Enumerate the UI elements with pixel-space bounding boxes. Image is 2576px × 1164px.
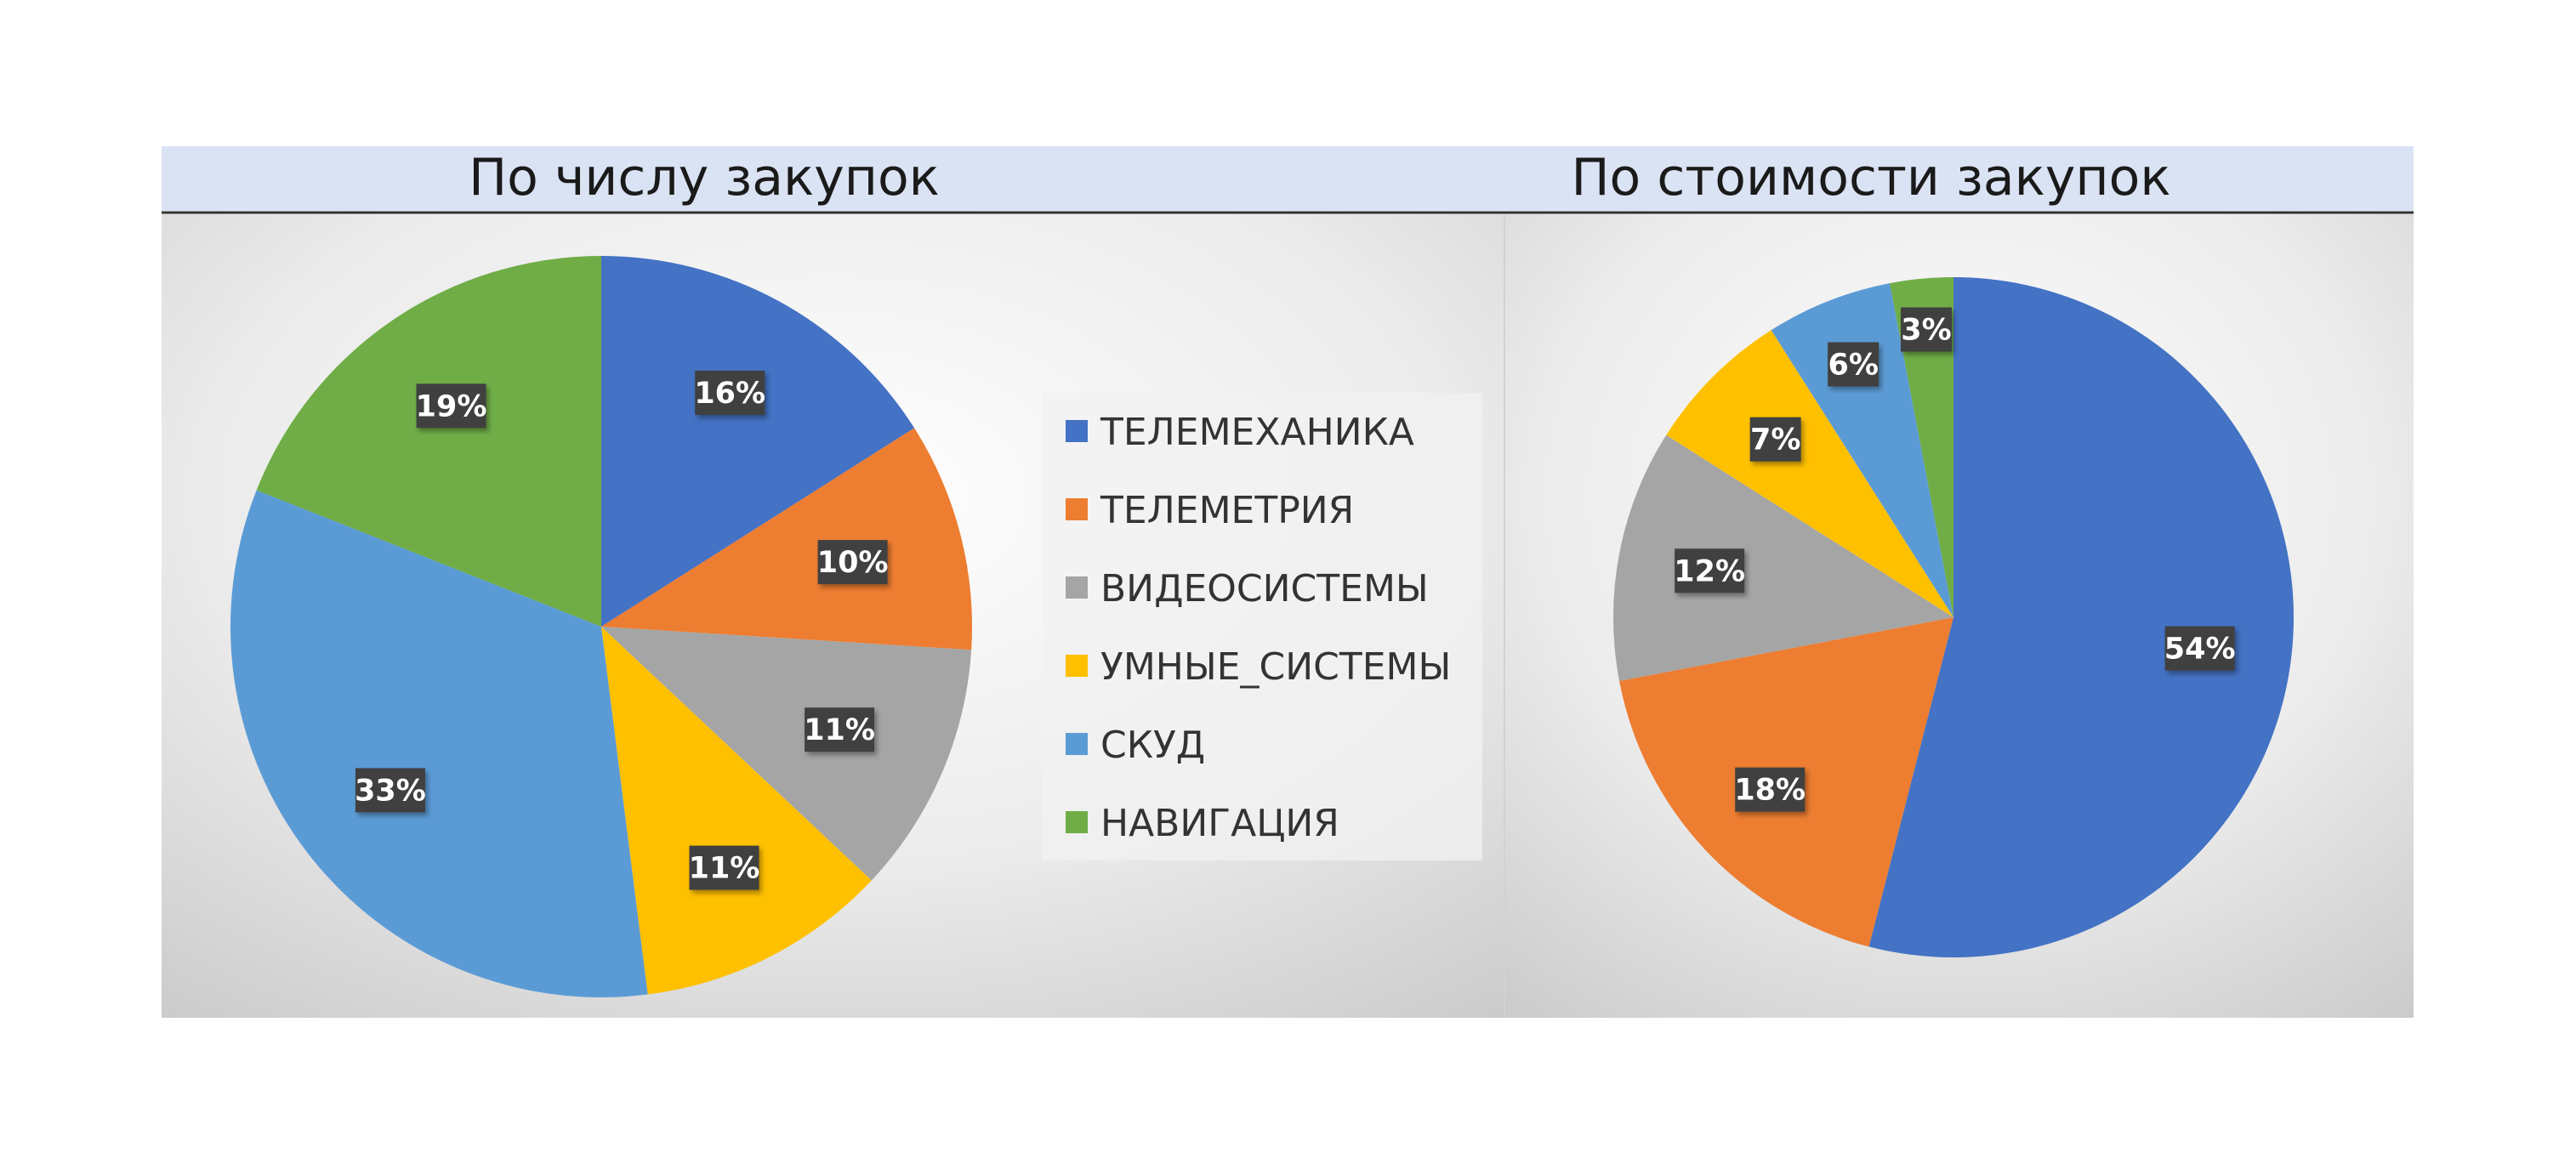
chart-2-data-label-видеосистемы: 12% (1674, 548, 1745, 593)
data-label-text: 7% (1750, 423, 1800, 457)
chart-2-data-label-навигация: 3% (1901, 307, 1953, 352)
chart-2-slice-навигация (1890, 277, 1953, 617)
chart-1-slice-скуд (230, 490, 648, 997)
data-label-box (355, 768, 425, 813)
chart-1-data-label-навигация: 19% (416, 383, 487, 429)
legend-swatch (1066, 420, 1088, 442)
data-label-text: 16% (694, 377, 765, 411)
legend-item-видеосистемы: ВИДЕОСИСТЕМЫ (1066, 567, 1429, 610)
data-label-box (695, 370, 765, 415)
chart-2-slice-телемеханика (1868, 277, 2295, 958)
data-label-text: 33% (355, 774, 426, 808)
data-label-text: 19% (416, 389, 487, 423)
chart-1-title: По числу закупок (469, 148, 940, 207)
chart-2-data-label-умные-системы: 7% (1749, 417, 1801, 462)
chart-2-data-label-скуд: 6% (1828, 342, 1879, 387)
legend-item-телеметрия: ТЕЛЕМЕТРИЯ (1066, 489, 1354, 532)
chart-1-slice-телеметрия (601, 428, 972, 650)
chart-2-slice-скуд (1771, 283, 1953, 617)
data-label-box (1675, 548, 1745, 593)
chart-1-data-label-умные-системы: 11% (689, 845, 760, 890)
data-label-box (805, 707, 875, 752)
header-band (162, 146, 2414, 211)
legend-label: СКУД (1100, 724, 1205, 767)
chart-2-title: По стоимости закупок (1571, 148, 2170, 207)
data-label-box (2164, 626, 2235, 671)
data-label-text: 54% (2164, 633, 2236, 667)
data-label-text: 10% (817, 546, 889, 580)
chart-2-data-label-телеметрия: 18% (1734, 767, 1805, 812)
chart-1-slice-умные-системы (601, 627, 872, 995)
data-label-text: 11% (689, 852, 760, 886)
data-label-box (689, 845, 759, 890)
chart-2-data-label-телемеханика: 54% (2164, 626, 2236, 671)
chart-1-data-label-видеосистемы: 11% (804, 707, 875, 752)
legend-item-скуд: СКУД (1066, 724, 1205, 767)
chart-2-slice-видеосистемы (1613, 434, 1953, 681)
legend-label: УМНЫЕ_СИСТЕМЫ (1100, 645, 1451, 689)
chart-1-slice-навигация (256, 256, 601, 627)
legend-label: ТЕЛЕМЕХАНИКА (1100, 411, 1414, 454)
legend-swatch (1066, 498, 1088, 520)
legend-swatch (1066, 576, 1088, 599)
chart-1-data-label-скуд: 33% (355, 768, 426, 813)
data-label-text: 3% (1901, 314, 1951, 348)
legend-box (1042, 393, 1482, 860)
legend-swatch (1066, 811, 1088, 833)
chart-1-data-label-телемеханика: 16% (694, 370, 765, 415)
data-label-box (817, 540, 888, 585)
legend-swatch (1066, 655, 1088, 677)
chart-1-data-label-телеметрия: 10% (817, 540, 889, 585)
pie-chart-by-count: 16% 10% 11% 11% 33% 19% (230, 256, 972, 997)
data-label-text: 18% (1734, 774, 1805, 808)
data-label-box (1749, 417, 1801, 462)
data-label-text: 11% (804, 713, 875, 747)
legend-item-телемеханика: ТЕЛЕМЕХАНИКА (1066, 411, 1414, 454)
legend: ТЕЛЕМЕХАНИКА ТЕЛЕМЕТРИЯ ВИДЕОСИСТЕМЫ УМНЫЕ_… (1066, 411, 1451, 845)
data-label-box (1735, 767, 1805, 812)
data-label-text: 6% (1828, 348, 1878, 382)
legend-swatch (1066, 733, 1088, 755)
legend-item-навигация: НАВИГАЦИЯ (1066, 802, 1339, 845)
data-label-box (1901, 307, 1953, 352)
legend-item-умные-системы: УМНЫЕ_СИСТЕМЫ (1066, 645, 1451, 689)
data-label-text: 12% (1674, 554, 1745, 588)
data-label-box (1828, 342, 1879, 387)
pie-chart-by-cost: 54% 18% 12% 7% 6% 3% (1613, 277, 2295, 958)
data-label-box (416, 383, 486, 429)
chart-1-slice-видеосистемы (601, 627, 972, 881)
chart-2-slice-умные-системы (1666, 330, 1953, 617)
legend-label: НАВИГАЦИЯ (1100, 802, 1339, 845)
legend-label: ТЕЛЕМЕТРИЯ (1100, 489, 1354, 532)
legend-label: ВИДЕОСИСТЕМЫ (1100, 567, 1429, 610)
chart-1-slice-телемеханика (601, 256, 915, 627)
